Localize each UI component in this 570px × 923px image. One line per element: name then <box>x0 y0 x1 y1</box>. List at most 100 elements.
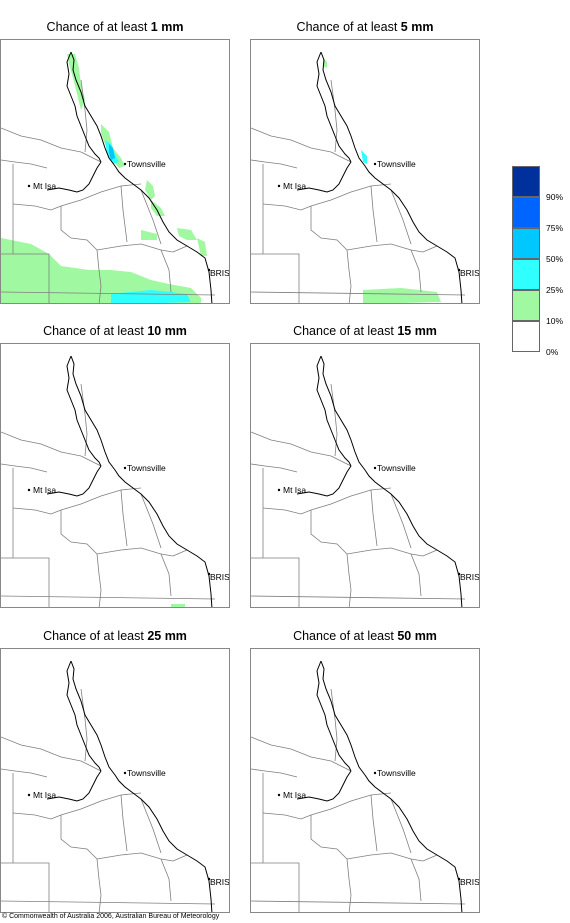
district-boundary <box>160 553 172 597</box>
district-boundary <box>12 792 142 820</box>
coastline <box>316 51 352 163</box>
district-boundary <box>390 798 412 854</box>
legend-swatch <box>512 166 540 197</box>
district-boundary <box>251 900 466 905</box>
map-svg <box>251 355 466 607</box>
panel-title-p1: Chance of at least 1 mm <box>0 20 230 34</box>
map-svg <box>1 660 216 912</box>
city-marker <box>123 162 127 166</box>
panel-threshold: 50 mm <box>397 629 437 643</box>
city-marker <box>277 184 281 188</box>
district-boundary <box>172 245 188 253</box>
coastline <box>296 161 352 193</box>
coastline <box>46 161 102 193</box>
rain-probability-area <box>145 180 155 200</box>
legend-swatch <box>512 321 540 352</box>
city-marker <box>27 793 31 797</box>
coastline <box>320 355 463 607</box>
district-boundary <box>422 245 438 253</box>
district-boundary <box>330 688 338 762</box>
district-boundary <box>120 489 128 547</box>
map-svg <box>251 51 466 303</box>
label-mt-isa: Mt Isa <box>33 790 57 800</box>
legend-swatch <box>512 259 540 290</box>
district-boundary <box>172 549 188 557</box>
map-p50: Townsville Mt Isa BRIS <box>250 648 480 913</box>
district-boundary <box>330 151 352 163</box>
district-boundary <box>96 243 174 253</box>
district-boundary <box>120 185 128 243</box>
district-boundary <box>251 291 466 296</box>
city-marker <box>457 877 461 881</box>
rain-probability-area <box>141 230 157 240</box>
map-p25: Townsville Mt Isa BRIS <box>0 648 230 913</box>
rain-probability-area <box>101 124 125 168</box>
district-boundary <box>140 798 162 854</box>
legend-label: 75% <box>546 223 564 233</box>
district-boundary <box>330 383 338 457</box>
label-mt-isa: Mt Isa <box>33 181 57 191</box>
panel-title-prefix: Chance of at least <box>46 20 151 34</box>
district-boundary <box>422 854 438 862</box>
map-p10: Townsville Mt Isa BRIS <box>0 343 230 608</box>
city-marker <box>457 268 461 272</box>
district-boundary <box>1 291 216 296</box>
label-brisbane: BRIS <box>210 268 230 278</box>
panel-title-prefix: Chance of at least <box>293 324 398 338</box>
district-boundary <box>1 253 50 303</box>
label-mt-isa: Mt Isa <box>283 485 307 495</box>
panel-title-p5: Chance of at least 5 mm <box>250 20 480 34</box>
district-boundary <box>346 243 424 253</box>
label-townsville: Townsville <box>377 463 416 473</box>
legend-swatch <box>512 228 540 259</box>
district-boundary <box>390 493 412 549</box>
label-brisbane: BRIS <box>460 572 480 582</box>
district-boundary <box>330 455 352 467</box>
coastline <box>316 660 352 772</box>
city-marker <box>457 572 461 576</box>
district-boundary <box>346 547 424 557</box>
district-boundary <box>251 463 298 473</box>
panel-title-p25: Chance of at least 25 mm <box>0 629 230 643</box>
legend-label: 25% <box>546 285 564 295</box>
district-boundary <box>251 768 298 778</box>
district-boundary <box>410 858 422 902</box>
district-boundary <box>330 760 352 772</box>
city-marker <box>207 572 211 576</box>
copyright-notice: © Commonwealth of Australia 2006, Austra… <box>2 913 220 920</box>
panel-threshold: 10 mm <box>147 324 187 338</box>
label-brisbane: BRIS <box>460 268 480 278</box>
coastline <box>66 355 102 467</box>
district-boundary <box>410 553 422 597</box>
rain-probability-area <box>111 290 191 303</box>
panel-title-p15: Chance of at least 15 mm <box>250 324 480 338</box>
map-p5: Townsville Mt Isa BRIS <box>250 39 480 304</box>
rain-probability-area <box>171 604 185 607</box>
district-boundary <box>310 815 352 912</box>
rain-probability-area <box>109 144 115 160</box>
district-boundary <box>346 852 424 862</box>
district-boundary <box>422 549 438 557</box>
map-p15: Townsville Mt Isa BRIS <box>250 343 480 608</box>
district-boundary <box>251 736 332 762</box>
coastline <box>320 660 463 912</box>
district-boundary <box>251 127 332 153</box>
label-mt-isa: Mt Isa <box>33 485 57 495</box>
legend-label: 50% <box>546 254 564 264</box>
district-boundary <box>1 736 82 762</box>
city-marker <box>27 184 31 188</box>
label-brisbane: BRIS <box>210 877 230 887</box>
district-boundary <box>160 858 172 902</box>
district-boundary <box>96 547 174 557</box>
district-boundary <box>1 900 216 905</box>
rain-probability-area <box>1 238 201 303</box>
district-boundary <box>80 688 88 762</box>
rain-probability-area <box>151 200 165 216</box>
label-mt-isa: Mt Isa <box>283 181 307 191</box>
panel-title-p50: Chance of at least 50 mm <box>250 629 480 643</box>
district-boundary <box>370 794 378 852</box>
panel-title-prefix: Chance of at least <box>43 324 148 338</box>
district-boundary <box>1 595 216 600</box>
district-boundary <box>80 151 102 163</box>
city-marker <box>207 877 211 881</box>
